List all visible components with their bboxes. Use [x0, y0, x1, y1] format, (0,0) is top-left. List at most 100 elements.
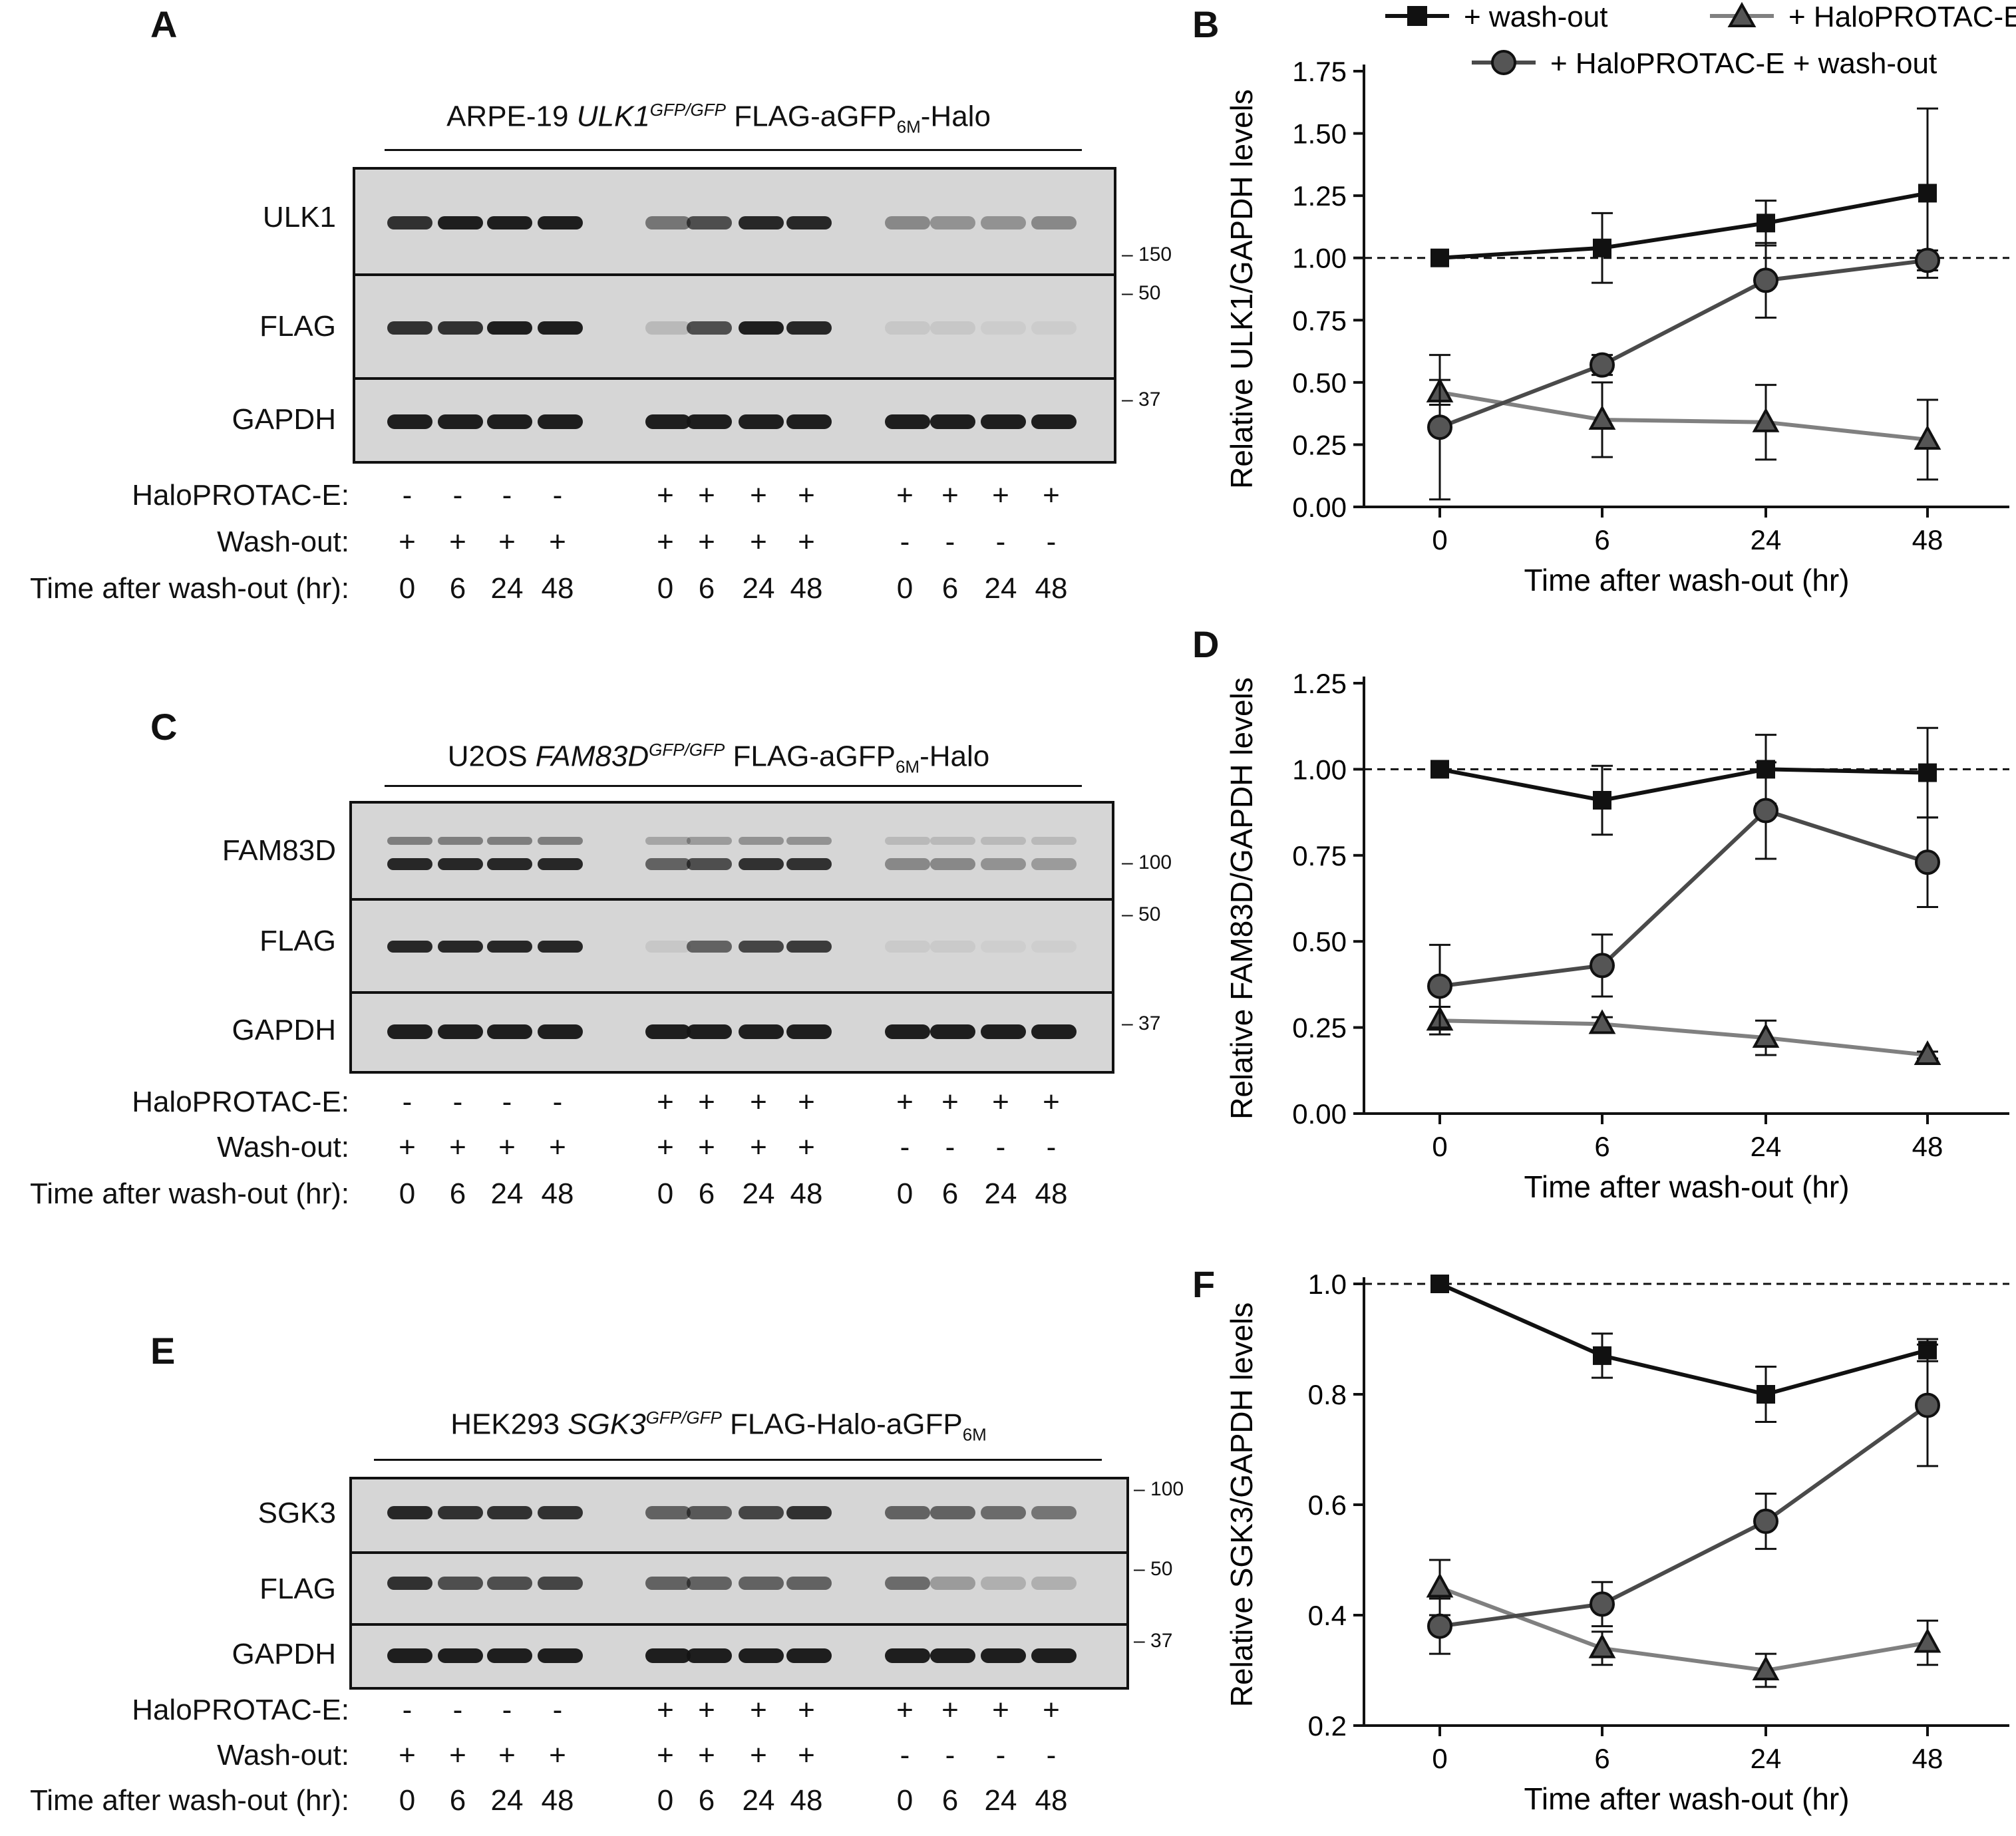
condition-time: 6: [449, 572, 466, 605]
blot-band: [538, 216, 583, 230]
condition-wash: -: [995, 526, 1006, 558]
blot-band: [739, 941, 784, 953]
blot-band: [438, 1024, 483, 1039]
blot-a-ulk1: [353, 167, 1116, 276]
condition-wash: +: [657, 1739, 674, 1771]
blot-band: [981, 1648, 1026, 1663]
blot-band: [687, 1506, 732, 1519]
legend-label-washout: + wash-out: [1464, 1, 1607, 33]
data-point-washout: [1430, 1275, 1449, 1293]
blot-band: [438, 941, 483, 953]
condition-halo: +: [1043, 1086, 1060, 1118]
condition-wash: +: [449, 1131, 466, 1163]
mw-marker: – 37: [1122, 388, 1161, 410]
y-tick-label: 0.8: [1308, 1379, 1347, 1410]
condition-wash: +: [549, 1739, 566, 1771]
blot-e-row-label: FLAG: [259, 1573, 336, 1605]
data-point-washout: [1593, 1346, 1611, 1365]
condition-wash: -: [945, 526, 955, 558]
cond-label-halo: HaloPROTAC-E:: [132, 1086, 349, 1118]
condition-time: 0: [399, 1784, 416, 1817]
blot-c-title-rule: [385, 785, 1082, 787]
y-tick-label: 0.75: [1292, 305, 1347, 336]
blot-band: [885, 941, 930, 953]
y-tick-label: 0.00: [1292, 1098, 1347, 1130]
condition-halo: +: [896, 479, 914, 512]
chart-f: 0.2 0.4 0.6 0.8 1.0 0 6 24 48 Time after wash-out…: [1224, 1269, 2009, 1816]
blot-band: [885, 837, 930, 845]
condition-wash: +: [549, 1131, 566, 1163]
condition-halo: -: [452, 1694, 463, 1726]
x-tick-label: 0: [1432, 1131, 1447, 1162]
y-tick-label: 0.75: [1292, 840, 1347, 871]
panel-label-a: A: [150, 3, 178, 45]
blot-band: [387, 414, 432, 429]
blot-band: [739, 216, 784, 230]
condition-wash: +: [657, 1131, 674, 1163]
condition-wash: +: [798, 1131, 815, 1163]
blot-band: [387, 1577, 432, 1590]
condition-time: 6: [941, 1784, 959, 1817]
data-point-halo-washout: [1590, 1591, 1615, 1617]
blot-band: [387, 1506, 432, 1519]
blot-band: [885, 1577, 930, 1590]
blot-band: [1031, 321, 1077, 335]
condition-halo: +: [896, 1086, 914, 1118]
condition-wash: -: [1046, 526, 1057, 558]
condition-wash: +: [657, 526, 674, 558]
condition-halo: -: [502, 479, 512, 512]
condition-wash: +: [498, 1739, 516, 1771]
legend-marker-halo: [1727, 1, 1757, 27]
blot-a-gapdh: [353, 377, 1116, 464]
condition-halo: +: [657, 479, 674, 512]
data-point-halo-washout: [1753, 1508, 1778, 1534]
condition-time: 48: [1035, 1784, 1068, 1817]
condition-time: 0: [896, 1177, 914, 1210]
data-point-halo-washout: [1915, 849, 1940, 875]
blot-band: [981, 321, 1026, 335]
condition-halo: +: [941, 1694, 959, 1726]
cond-label-halo: HaloPROTAC-E:: [132, 1694, 349, 1726]
blot-band: [687, 1577, 732, 1590]
blot-band: [786, 1506, 832, 1519]
blot-band: [487, 1577, 532, 1590]
condition-wash: +: [399, 1739, 416, 1771]
blot-band: [687, 414, 732, 429]
cond-label-wash: Wash-out:: [217, 1739, 349, 1771]
series-line: [1439, 191, 1928, 260]
condition-halo: +: [750, 1086, 767, 1118]
blot-band: [786, 1577, 832, 1590]
blot-band: [930, 216, 975, 230]
series-line: [1439, 808, 1928, 989]
condition-halo: -: [452, 479, 463, 512]
blot-band: [538, 321, 583, 335]
y-axis-label: Relative SGK3/GAPDH levels: [1224, 1302, 1259, 1707]
x-tick-label: 0: [1432, 524, 1447, 555]
y-tick-label: 1.25: [1292, 180, 1347, 212]
mw-marker: – 50: [1122, 903, 1161, 925]
condition-halo: +: [750, 1694, 767, 1726]
cond-label-time: Time after wash-out (hr):: [29, 1177, 349, 1210]
y-tick-label: 0.50: [1292, 926, 1347, 957]
blot-band: [687, 858, 732, 870]
condition-wash: +: [698, 526, 715, 558]
blot-c-row-label: GAPDH: [232, 1014, 336, 1046]
data-point-halo: [1914, 1040, 1941, 1066]
condition-halo: +: [941, 1086, 959, 1118]
condition-halo: -: [402, 479, 413, 512]
blot-band: [487, 1506, 532, 1519]
data-point-halo-washout: [1590, 953, 1615, 979]
chart-legend: + wash-out + HaloPROTAC-E + HaloPROTAC-E…: [1385, 1, 2016, 80]
condition-wash: -: [995, 1739, 1006, 1771]
blot-band: [438, 1506, 483, 1519]
condition-time: 48: [541, 572, 574, 605]
blot-band: [487, 1024, 532, 1039]
cond-label-time: Time after wash-out (hr):: [29, 1784, 349, 1817]
data-point-halo: [1914, 424, 1941, 450]
x-tick-label: 48: [1912, 1743, 1943, 1774]
condition-time: 0: [399, 1177, 416, 1210]
condition-time: 24: [490, 1177, 524, 1210]
panel-label-f: F: [1192, 1263, 1216, 1305]
blot-band: [645, 1648, 691, 1663]
mw-marker: – 50: [1134, 1558, 1173, 1580]
